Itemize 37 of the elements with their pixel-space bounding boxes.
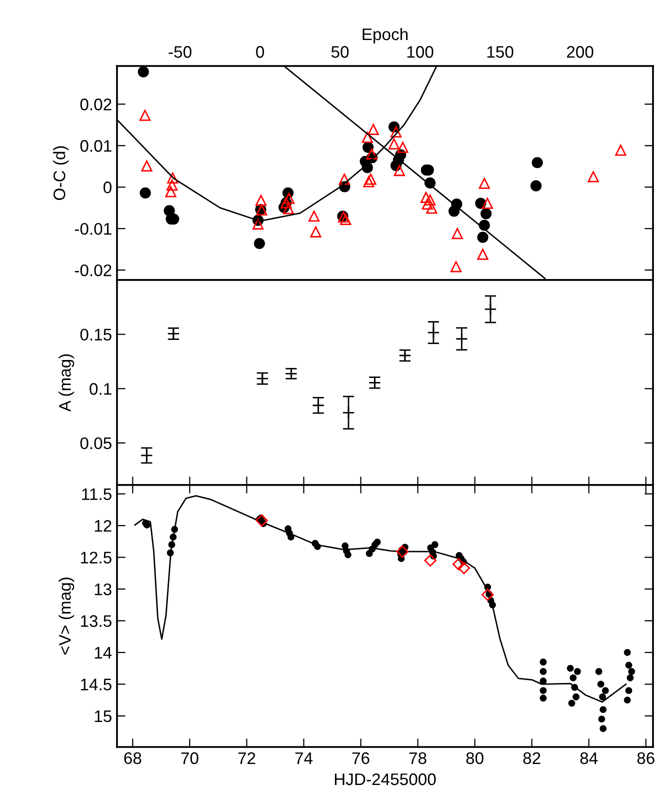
x-tick-label: 74	[295, 752, 313, 764]
y-tick-label: 0.05	[80, 437, 112, 450]
y-axis-title: A (mag)	[58, 354, 74, 412]
y-tick-label: 11.5	[82, 488, 112, 500]
y-tick-label: 14	[94, 647, 112, 659]
y-tick-label: 13.5	[80, 615, 112, 627]
y-tick-label: 0.02	[80, 98, 112, 110]
x-tick-label: 150	[487, 46, 514, 58]
x-tick-label: 70	[181, 752, 198, 764]
x-tick-label: 80	[466, 752, 484, 764]
x-tick-label: 68	[124, 752, 142, 764]
x-tick-label: 82	[523, 752, 540, 764]
y-axis-title: O-C (d)	[53, 146, 69, 200]
y-axis-title: <V> (mag)	[58, 578, 74, 655]
x-tick-label: 72	[238, 752, 256, 764]
y-tick-label: 13	[94, 583, 112, 596]
y-tick-label: -0.02	[74, 264, 112, 276]
x-tick-label: 76	[352, 752, 370, 764]
y-tick-label: 12.5	[80, 552, 112, 564]
x-tick-label: 0	[256, 46, 264, 58]
x-tick-label: 78	[409, 752, 426, 764]
x-axis-title: Epoch	[362, 28, 408, 44]
y-tick-label: 0.1	[90, 383, 112, 395]
x-tick-label: 50	[331, 46, 349, 58]
x-tick-label: 100	[407, 46, 434, 58]
x-tick-label: 200	[566, 46, 594, 58]
y-tick-label: 0.15	[80, 328, 112, 341]
x-axis-title: HJD-2455000	[334, 773, 436, 786]
x-tick-label: 84	[580, 752, 598, 764]
y-tick-label: -0.01	[74, 222, 112, 235]
y-tick-label: 14.5	[80, 678, 112, 690]
y-tick-label: 0.01	[80, 140, 112, 152]
x-tick-label: -50	[168, 46, 192, 58]
y-tick-label: 0	[104, 182, 112, 194]
x-tick-label: 86	[637, 752, 654, 764]
y-tick-label: 12	[94, 520, 112, 532]
y-tick-label: 15	[94, 710, 112, 722]
